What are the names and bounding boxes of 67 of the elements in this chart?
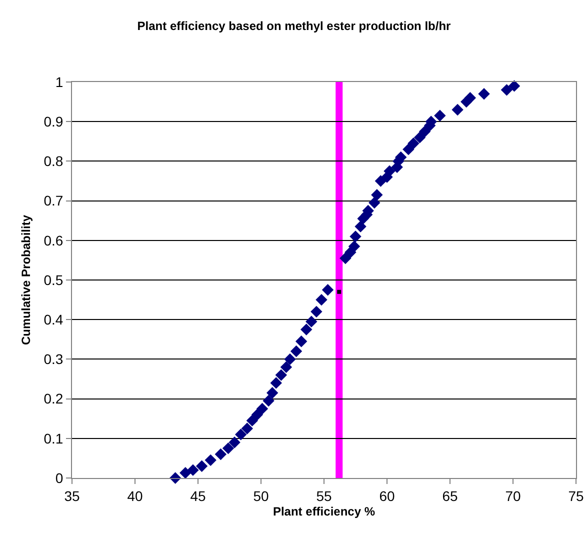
point	[408, 138, 420, 150]
point	[402, 143, 414, 156]
x-tick-label: 40	[127, 488, 143, 504]
point	[251, 408, 264, 420]
point	[500, 84, 513, 96]
x-tick-label: 65	[442, 488, 458, 504]
point	[234, 428, 247, 440]
point	[348, 240, 360, 252]
point	[275, 369, 288, 381]
point	[241, 422, 253, 434]
point	[290, 345, 302, 358]
point	[256, 402, 268, 415]
x-tick-label: 70	[505, 488, 521, 504]
point	[187, 464, 199, 476]
point	[270, 377, 282, 389]
point	[222, 442, 234, 454]
point	[368, 196, 380, 209]
y-tick-label: 0.9	[44, 114, 64, 130]
x-tick-label: 55	[316, 488, 332, 504]
point	[418, 126, 431, 138]
point	[322, 284, 334, 296]
point	[295, 336, 308, 348]
y-tick-label: 0.1	[44, 430, 64, 446]
y-tick-label: 0.8	[44, 153, 64, 170]
point	[266, 387, 278, 399]
point	[464, 92, 476, 104]
point	[371, 189, 383, 201]
point	[478, 88, 490, 100]
point	[337, 290, 342, 294]
point	[414, 132, 426, 144]
point	[434, 110, 446, 122]
y-tick-label: 0	[55, 470, 64, 486]
y-tick-label: 1	[55, 74, 64, 90]
point	[284, 353, 296, 366]
point	[214, 448, 227, 460]
point	[316, 294, 328, 306]
point	[384, 165, 396, 177]
point	[508, 80, 520, 92]
point	[350, 230, 362, 242]
point	[180, 467, 192, 479]
point	[228, 436, 240, 448]
point	[246, 414, 258, 426]
point	[280, 361, 292, 373]
x-tick-label: 35	[64, 488, 80, 504]
point	[262, 394, 274, 407]
point	[340, 252, 352, 264]
point	[374, 175, 387, 187]
point	[204, 454, 216, 466]
point	[354, 220, 366, 232]
x-tick-label: 75	[568, 488, 584, 504]
x-tick-label: 45	[190, 488, 206, 504]
x-tick-label: 50	[253, 488, 269, 504]
y-tick-label: 0.2	[44, 390, 64, 407]
y-axis-title: Cumulative Probability	[19, 214, 34, 346]
point	[196, 460, 208, 472]
y-tick-label: 0.7	[44, 192, 64, 209]
y-tick-label: 0.6	[44, 232, 64, 248]
point	[306, 316, 318, 328]
x-tick-label: 60	[379, 488, 395, 504]
point	[452, 104, 464, 116]
y-tick-label: 0.5	[44, 272, 64, 288]
x-axis-title: Plant efficiency %	[272, 504, 376, 519]
point	[300, 324, 312, 336]
chart-title: Plant efficiency based on methyl ester production lb/hr	[137, 19, 452, 33]
y-tick-label: 0.4	[44, 312, 64, 328]
point	[310, 306, 322, 318]
y-tick-label: 0.3	[44, 351, 64, 368]
